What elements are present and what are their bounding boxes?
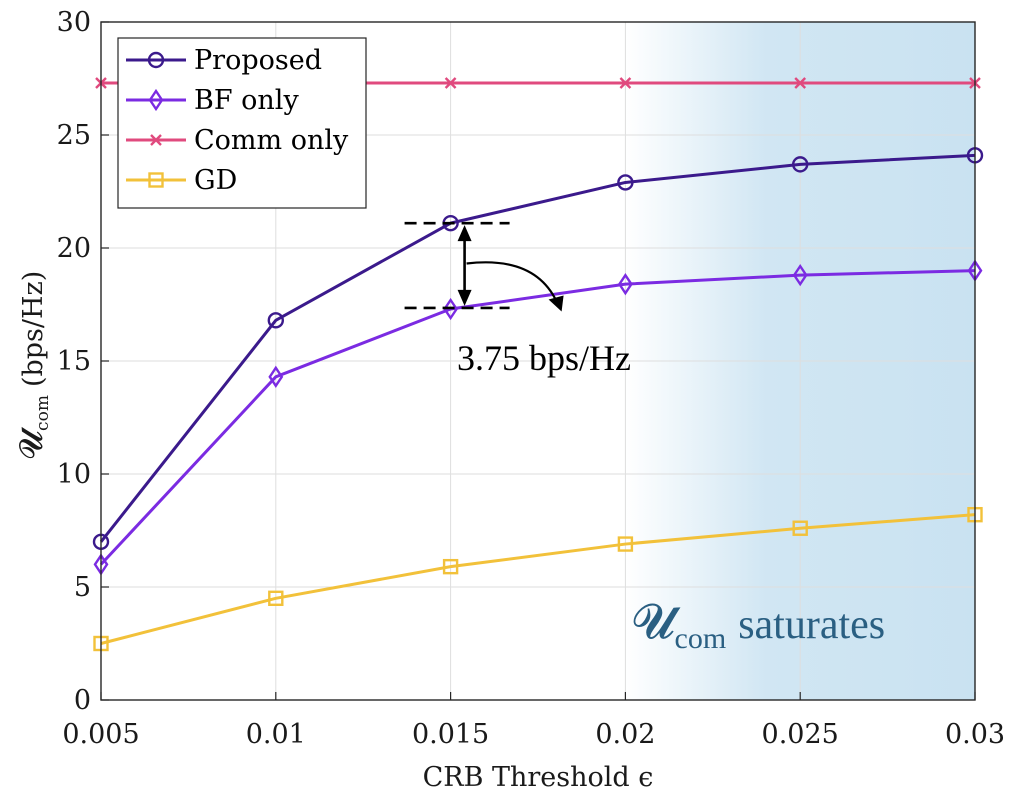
saturation-subscript: com xyxy=(675,622,727,655)
tick-labels: 0.005 0.01 0.015 0.02 0.025 0.03 0 5 10 15 20 25 30 xyxy=(57,7,1005,750)
legend-marker-bf-only xyxy=(148,88,164,112)
gap-curved-arrow-head xyxy=(548,295,564,312)
data-point-bf-only xyxy=(443,297,459,321)
legend-marker-proposed xyxy=(147,51,165,69)
gap-curved-arrow xyxy=(466,261,558,302)
legend: Proposed BF only Comm only GD xyxy=(117,37,367,209)
data-point-bf-only xyxy=(268,365,284,388)
data-point-gd xyxy=(617,536,634,552)
x-tick-label: 0.025 xyxy=(762,719,839,750)
data-point-gd xyxy=(792,520,808,536)
gap-annotation xyxy=(404,221,564,312)
series-line-bf-only xyxy=(99,269,976,566)
legend-marker-gd xyxy=(148,172,164,188)
y-axis-label: 𝓤com (bps/Hz) xyxy=(12,271,53,460)
y-tick-label: 0 xyxy=(74,685,91,716)
y-axis-unit: (bps/Hz) xyxy=(18,271,49,387)
data-point-comm-only xyxy=(794,77,807,89)
legend-label-comm-only: Comm only xyxy=(194,125,349,156)
saturation-text: saturates xyxy=(738,602,885,648)
data-point-comm-only xyxy=(619,77,632,89)
legend-label-proposed: Proposed xyxy=(194,45,322,76)
series-line-proposed xyxy=(99,153,976,543)
y-tick-label: 30 xyxy=(57,7,91,38)
y-axis-symbol: 𝓤 xyxy=(12,426,50,459)
y-tick-label: 25 xyxy=(57,120,91,151)
y-tick-label: 5 xyxy=(74,572,91,603)
series-line-gd xyxy=(100,513,976,645)
data-point-gd xyxy=(268,590,284,606)
gap-arrow-head-up xyxy=(457,225,472,242)
x-tick-label: 0.03 xyxy=(945,719,1005,750)
data-point-bf-only xyxy=(792,263,808,287)
data-point-proposed xyxy=(617,174,634,191)
legend-label-bf-only: BF only xyxy=(194,85,299,116)
y-axis-subscript: com xyxy=(33,395,53,431)
data-point-gd xyxy=(442,558,459,575)
x-tick-label: 0.005 xyxy=(62,719,139,750)
legend-label-gd: GD xyxy=(194,165,237,196)
data-point-proposed xyxy=(267,312,284,329)
y-tick-label: 10 xyxy=(57,459,91,490)
x-axis-label: CRB Threshold ϵ xyxy=(423,762,654,793)
y-tick-label: 15 xyxy=(57,346,91,377)
data-point-comm-only xyxy=(444,77,457,89)
x-tick-label: 0.015 xyxy=(412,719,489,750)
saturation-label: 𝓤com saturates xyxy=(632,596,885,655)
x-tick-label: 0.01 xyxy=(246,719,306,750)
legend-marker-comm-only xyxy=(150,134,162,146)
y-tick-label: 20 xyxy=(57,233,91,264)
saturation-symbol: 𝓤 xyxy=(632,596,681,649)
gap-label: 3.75 bps/Hz xyxy=(457,338,631,378)
gap-arrow-head-down xyxy=(457,289,472,306)
x-tick-label: 0.02 xyxy=(595,719,655,750)
data-point-bf-only xyxy=(617,272,633,296)
data-point-proposed xyxy=(792,156,809,173)
